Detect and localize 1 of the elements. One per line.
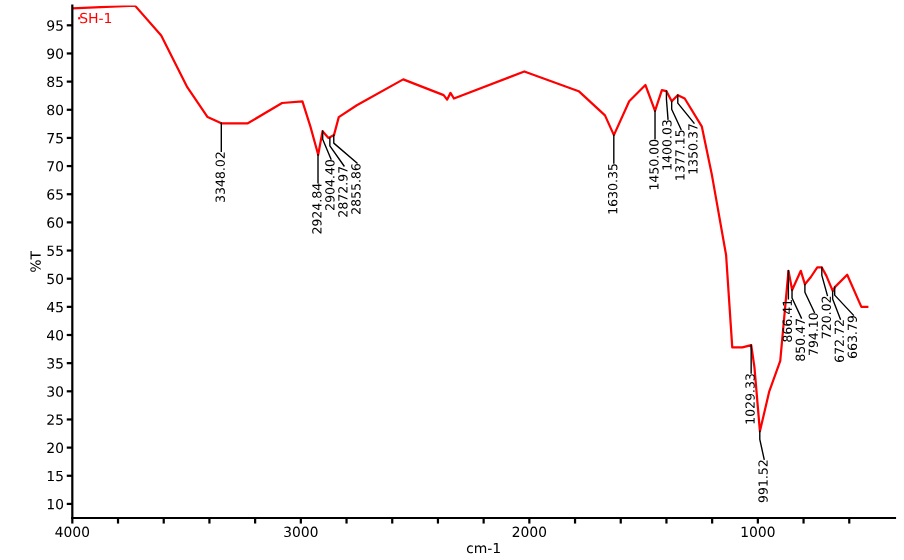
line-series [72,5,869,433]
